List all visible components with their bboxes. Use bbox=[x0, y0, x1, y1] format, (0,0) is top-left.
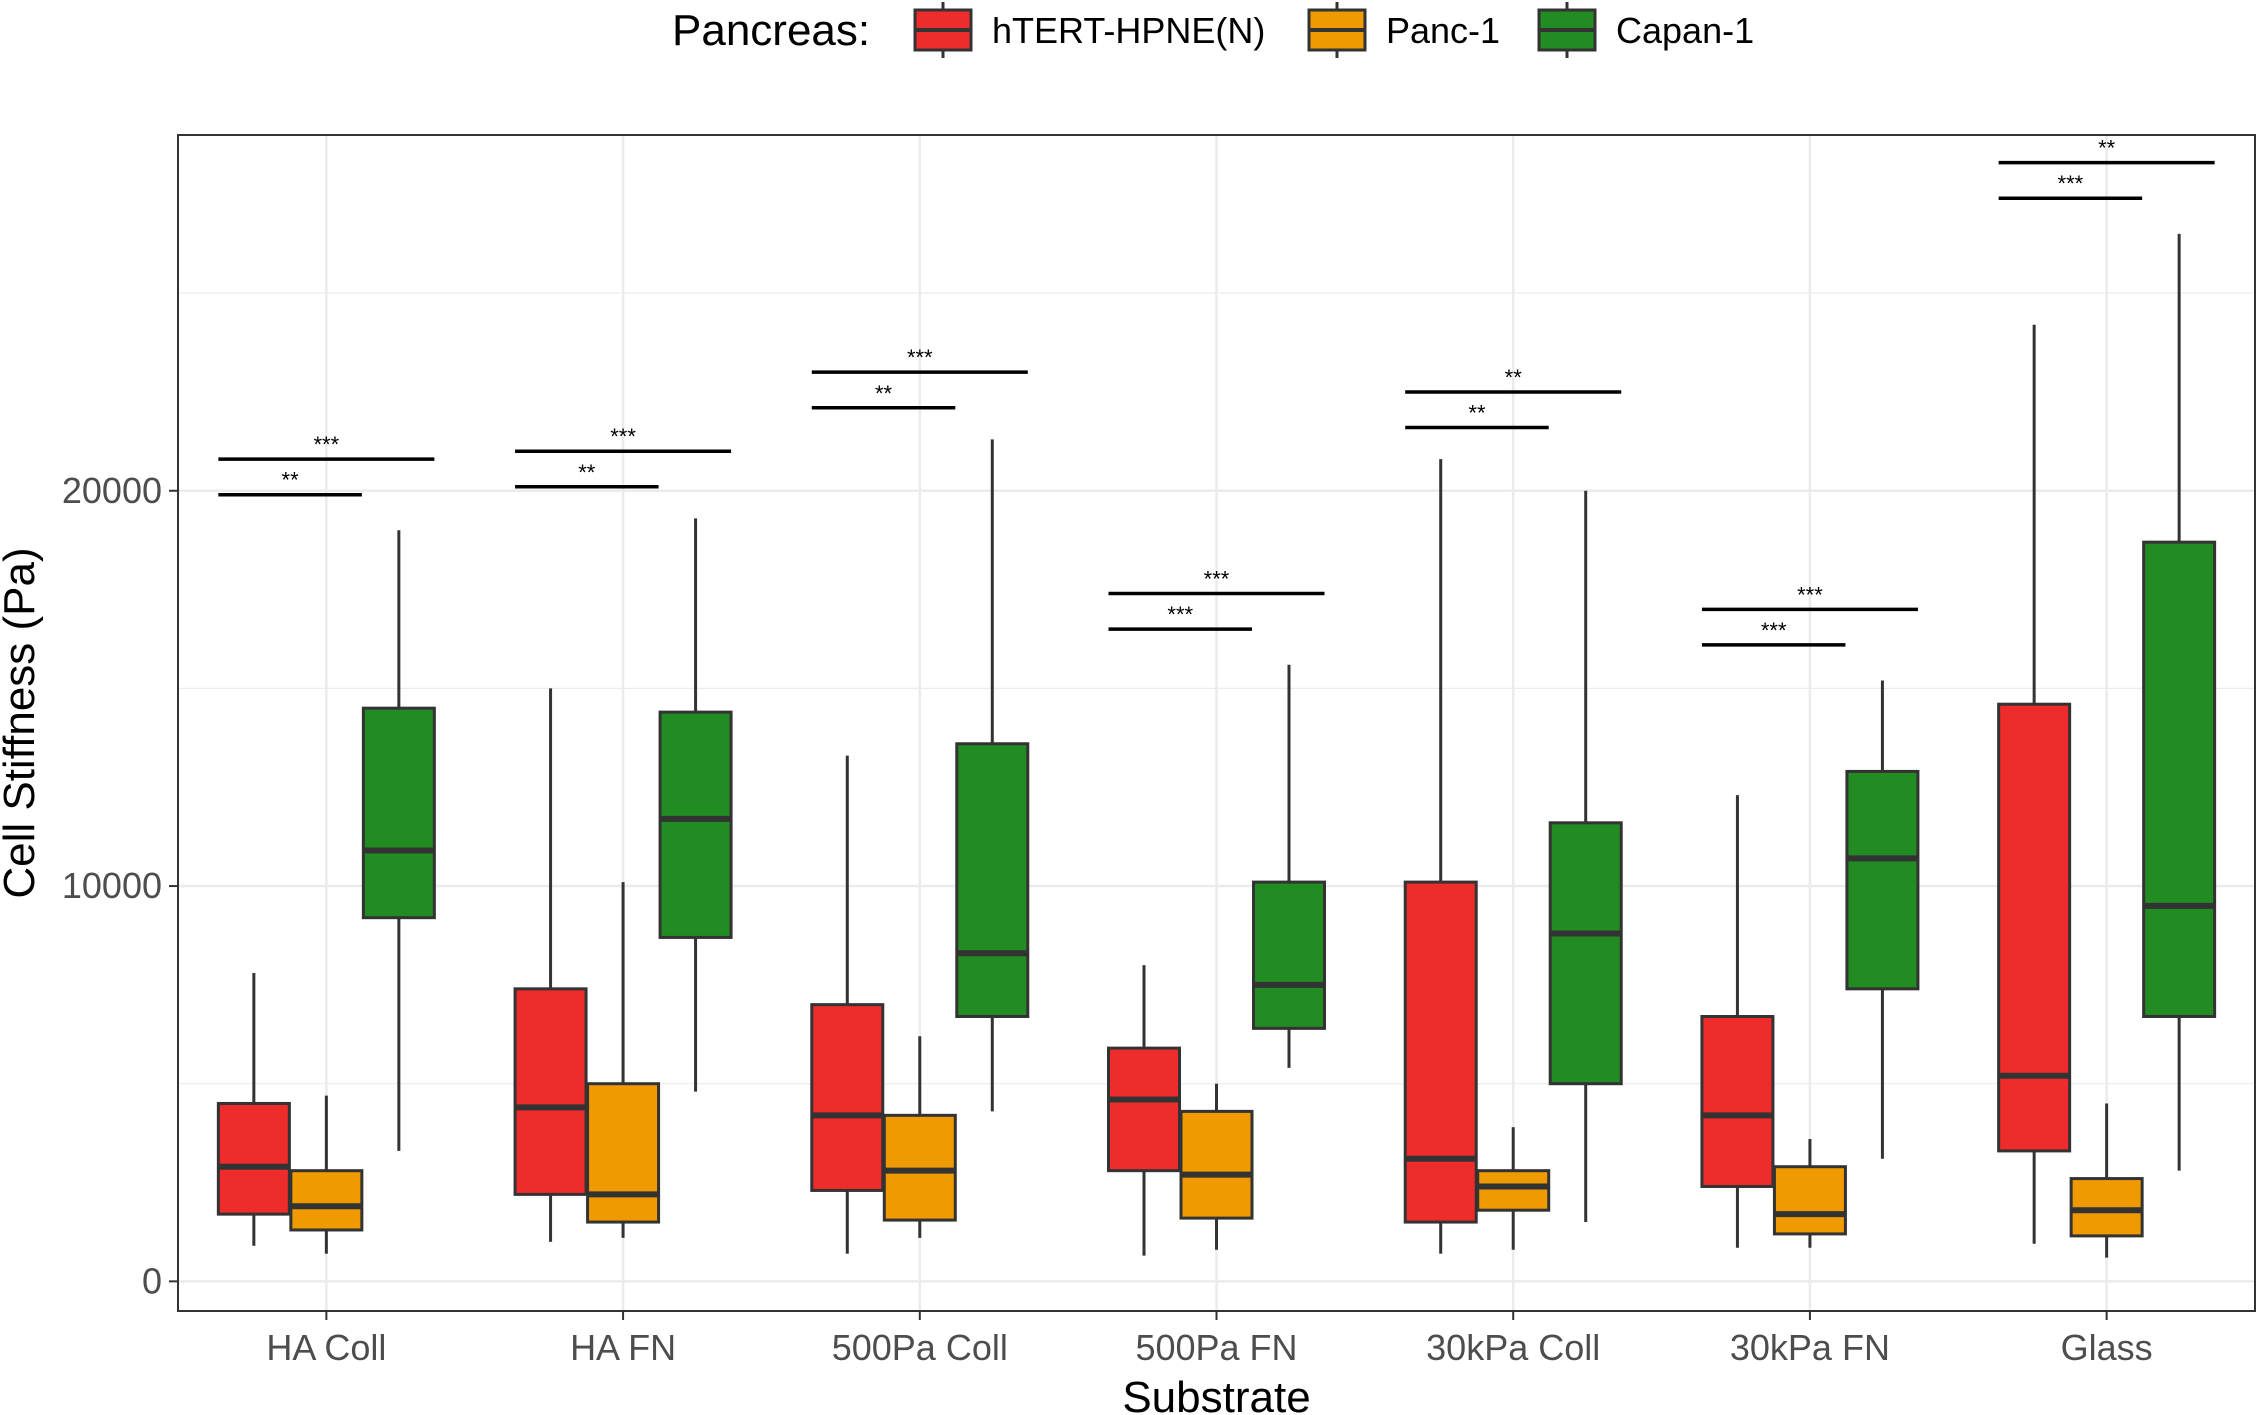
significance-bracket: ** bbox=[515, 460, 659, 489]
x-tick-label: HA FN bbox=[570, 1327, 676, 1368]
significance-label: ** bbox=[578, 460, 596, 485]
significance-bracket: *** bbox=[218, 432, 435, 461]
x-axis: HA Coll HA FN 500Pa Coll 500Pa FN 30kPa Coll… bbox=[266, 1311, 2153, 1368]
box-iqr bbox=[955, 742, 1030, 1019]
significance-label: *** bbox=[907, 345, 933, 370]
significance-label: *** bbox=[314, 432, 340, 457]
significance-label: ** bbox=[2098, 136, 2116, 161]
y-axis-title: Cell Stiffness (Pa) bbox=[0, 547, 44, 898]
box-30kPa FN-hTERT-HPNE(N) bbox=[1700, 795, 1775, 1248]
series-Panc-1 bbox=[289, 882, 2144, 1258]
box-iqr bbox=[1403, 880, 1478, 1224]
box-iqr bbox=[1845, 769, 1920, 991]
box-Glass-Panc-1 bbox=[2069, 1103, 2144, 1258]
box-500Pa Coll-hTERT-HPNE(N) bbox=[810, 755, 885, 1254]
significance-label: ** bbox=[282, 468, 300, 493]
box-iqr bbox=[1107, 1046, 1181, 1173]
legend-item-hTERT-HPNE(N): hTERT-HPNE(N) bbox=[913, 2, 1265, 58]
y-tick-label: 10000 bbox=[62, 865, 162, 906]
significance-label: ** bbox=[1468, 401, 1486, 426]
significance-label: *** bbox=[2058, 171, 2084, 196]
box-series bbox=[216, 233, 2217, 1258]
legend: Pancreas: hTERT-HPNE(N) Panc-1 Capan-1 bbox=[672, 2, 1754, 58]
legend-item-Capan-1: Capan-1 bbox=[1537, 2, 1754, 58]
significance-label: *** bbox=[1204, 567, 1230, 592]
box-HA Coll-Capan-1 bbox=[361, 530, 436, 1151]
box-30kPa Coll-Capan-1 bbox=[1548, 490, 1623, 1223]
box-iqr bbox=[1548, 821, 1623, 1086]
box-Glass-hTERT-HPNE(N) bbox=[1997, 324, 2072, 1244]
box-iqr bbox=[1700, 1015, 1775, 1188]
box-30kPa Coll-hTERT-HPNE(N) bbox=[1403, 459, 1478, 1254]
x-tick-label: Glass bbox=[2061, 1327, 2153, 1368]
box-iqr bbox=[586, 1082, 661, 1224]
x-tick-label: 500Pa FN bbox=[1135, 1327, 1297, 1368]
box-iqr bbox=[810, 1003, 885, 1192]
x-axis-title: Substrate bbox=[1122, 1373, 1310, 1415]
box-500Pa FN-hTERT-HPNE(N) bbox=[1107, 965, 1181, 1256]
legend-item-Panc-1: Panc-1 bbox=[1307, 2, 1500, 58]
box-iqr bbox=[1476, 1169, 1551, 1212]
significance-bracket: ** bbox=[1998, 136, 2215, 165]
significance-bracket: *** bbox=[515, 424, 732, 453]
x-tick-label: 30kPa Coll bbox=[1426, 1327, 1600, 1368]
significance-label: ** bbox=[1505, 365, 1523, 390]
box-500Pa Coll-Panc-1 bbox=[882, 1036, 957, 1238]
significance-bracket: ** bbox=[1405, 401, 1549, 430]
significance-label: *** bbox=[1167, 602, 1193, 627]
significance-bracket: *** bbox=[1701, 618, 1846, 647]
box-iqr bbox=[2142, 540, 2217, 1019]
y-tick-label: 20000 bbox=[62, 470, 162, 511]
box-30kPa Coll-Panc-1 bbox=[1476, 1127, 1551, 1250]
significance-bracket: *** bbox=[811, 345, 1028, 374]
significance-label: *** bbox=[610, 424, 636, 449]
box-30kPa FN-Capan-1 bbox=[1845, 680, 1920, 1159]
series-Capan-1 bbox=[361, 233, 2217, 1223]
series-hTERT-HPNE(N) bbox=[216, 324, 2072, 1256]
significance-label: ** bbox=[875, 381, 893, 406]
legend-title: Pancreas: bbox=[672, 6, 870, 55]
significance-label: *** bbox=[1761, 618, 1787, 643]
legend-label: Capan-1 bbox=[1616, 10, 1754, 51]
legend-label: Panc-1 bbox=[1386, 10, 1500, 51]
significance-bracket: ** bbox=[811, 381, 956, 410]
significance-annotations: ************************************ bbox=[218, 136, 2215, 647]
box-HA Coll-Panc-1 bbox=[289, 1095, 364, 1254]
box-500Pa FN-Capan-1 bbox=[1252, 664, 1326, 1068]
box-iqr bbox=[1179, 1109, 1254, 1220]
box-500Pa FN-Panc-1 bbox=[1179, 1083, 1254, 1250]
box-HA Coll-hTERT-HPNE(N) bbox=[216, 973, 291, 1246]
box-30kPa FN-Panc-1 bbox=[1772, 1139, 1847, 1248]
box-500Pa Coll-Capan-1 bbox=[955, 439, 1030, 1112]
box-iqr bbox=[513, 987, 588, 1196]
significance-bracket: ** bbox=[1405, 365, 1622, 394]
box-iqr bbox=[658, 710, 733, 939]
box-HA FN-hTERT-HPNE(N) bbox=[513, 688, 588, 1242]
x-tick-label: 30kPa FN bbox=[1730, 1327, 1890, 1368]
box-iqr bbox=[289, 1169, 364, 1232]
significance-label: *** bbox=[1797, 582, 1823, 607]
box-iqr bbox=[216, 1101, 291, 1216]
box-HA FN-Panc-1 bbox=[586, 882, 661, 1238]
box-iqr bbox=[1252, 880, 1326, 1030]
box-iqr bbox=[1772, 1165, 1847, 1236]
significance-bracket: *** bbox=[1701, 582, 1918, 612]
significance-bracket: *** bbox=[1108, 567, 1325, 596]
box-iqr bbox=[1997, 702, 2072, 1153]
box-iqr bbox=[361, 706, 436, 920]
significance-bracket: *** bbox=[1998, 171, 2143, 200]
legend-label: hTERT-HPNE(N) bbox=[992, 10, 1265, 51]
significance-bracket: ** bbox=[218, 468, 362, 497]
y-tick-label: 0 bbox=[142, 1260, 162, 1301]
y-axis: 0 10000 20000 bbox=[62, 470, 178, 1301]
box-Glass-Capan-1 bbox=[2142, 233, 2217, 1171]
significance-bracket: *** bbox=[1108, 602, 1252, 631]
x-tick-label: 500Pa Coll bbox=[832, 1327, 1008, 1368]
x-tick-label: HA Coll bbox=[266, 1327, 386, 1368]
box-HA FN-Capan-1 bbox=[658, 518, 733, 1092]
